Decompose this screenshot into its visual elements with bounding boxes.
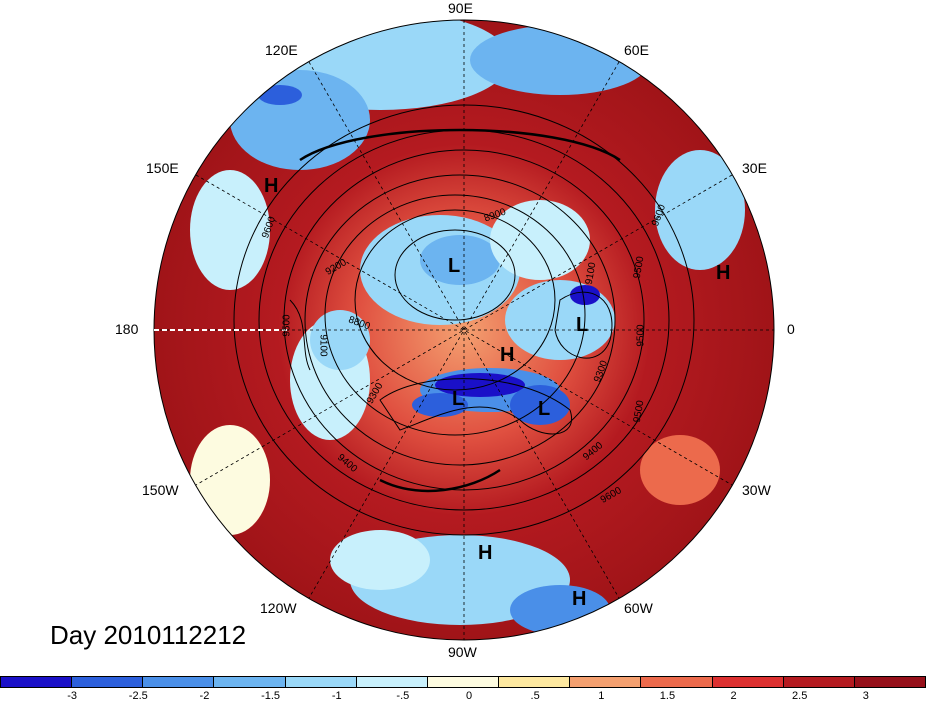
contour-label: 9100 (317, 334, 329, 357)
colorbar-swatch (641, 677, 713, 687)
colorbar-tick-label: .5 (530, 690, 540, 702)
lon-label-120w: 120W (260, 600, 297, 616)
colorbar-tick-label: -1.5 (261, 690, 281, 702)
colorbar-swatch (570, 677, 642, 687)
lon-label-30w: 30W (742, 482, 771, 498)
colorbar-tick-label: 1.5 (659, 690, 676, 702)
colorbar-swatch (214, 677, 286, 687)
high-center: H (478, 542, 493, 564)
anomaly-field (154, 20, 774, 640)
colorbar-tick-label: 3 (862, 690, 869, 702)
colorbar-swatch (854, 677, 926, 687)
lon-label-90w: 90W (448, 644, 477, 660)
lon-label-0: 0 (787, 321, 795, 337)
colorbar-tick-label: -2 (199, 690, 210, 702)
lon-label-150w: 150W (142, 482, 179, 498)
low-center: L (448, 255, 461, 277)
colorbar-tick-label: -.5 (396, 690, 410, 702)
lon-label-120e: 120E (265, 42, 298, 58)
lon-label-30e: 30E (742, 160, 767, 176)
colorbar-swatch (783, 677, 855, 687)
lon-label-150e: 150E (146, 160, 179, 176)
colorbar-tick-label: 1 (598, 690, 605, 702)
colorbar-swatch (285, 677, 357, 687)
high-center: H (716, 262, 731, 284)
low-center: L (576, 314, 589, 336)
low-center: L (538, 398, 551, 420)
high-center: H (264, 175, 279, 197)
colorbar-swatch (1, 677, 73, 687)
colorbar-swatch (427, 677, 500, 687)
colorbar-tick-label: -3 (67, 690, 78, 702)
colorbar-tick-label: 2 (730, 690, 737, 702)
colorbar (0, 676, 926, 688)
lon-label-180: 180 (115, 321, 139, 337)
colorbar-swatch (143, 677, 215, 687)
colorbar-swatch (712, 677, 784, 687)
low-center: L (452, 388, 465, 410)
lon-label-90e: 90E (448, 0, 473, 16)
colorbar-swatch (356, 677, 428, 687)
contour-label: 9500 (635, 324, 647, 347)
colorbar-tick-label: -1 (331, 690, 342, 702)
colorbar-tick-label: -2.5 (128, 690, 148, 702)
map-title: Day 2010112212 (50, 620, 247, 650)
colorbar-tick-label: 2.5 (792, 690, 808, 702)
colorbar-swatch (72, 677, 144, 687)
colorbar-swatch (499, 677, 571, 687)
colorbar-tick-label: 0 (465, 690, 473, 702)
lon-label-60e: 60E (624, 42, 649, 58)
high-center: H (572, 588, 587, 610)
high-center: H (500, 344, 515, 366)
contour-label: 9500 (281, 314, 293, 337)
lon-label-60w: 60W (624, 600, 653, 616)
